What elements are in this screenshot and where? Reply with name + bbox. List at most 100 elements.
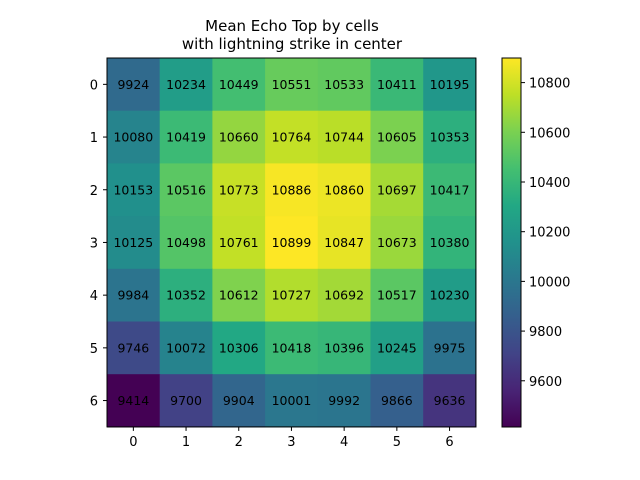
cell-value-label-r0-c0: 9924 [117,77,149,92]
x-axis: 0 1 2 3 4 5 6 [129,426,454,450]
cell-value-label-r2-c0: 10153 [113,182,153,197]
cell-value-label-r4-c2: 10612 [219,288,259,303]
heatmap-cell-r1-c2 [212,110,266,164]
x-tick-label-5: 5 [393,435,401,450]
cell-value-label-r0-c2: 10449 [219,77,259,92]
cell-value-label-r6-c0: 9414 [117,393,149,408]
heatmap-cell-r1-c0 [107,110,161,164]
heatmap-cell-r6-c6 [423,374,477,428]
cell-value-label-r5-c0: 9746 [117,340,149,355]
heatmap-cell-r5-c3 [265,321,319,375]
cell-value-label-r5-c3: 10418 [272,340,312,355]
heatmap-cell-r2-c0 [107,163,161,217]
x-tick-label-2: 2 [235,435,243,450]
cell-value-label-r4-c1: 10352 [166,288,206,303]
cell-value-label-r0-c5: 10411 [377,77,417,92]
cell-value-label-r2-c1: 10516 [166,182,206,197]
chart-title-line1: Mean Echo Top by cells [205,17,379,35]
cell-value-label-r5-c5: 10245 [377,340,417,355]
heatmap-cell-r2-c1 [159,163,213,217]
cell-value-label-r0-c1: 10234 [166,77,206,92]
heatmap-cell-r2-c5 [370,163,424,217]
cell-value-label-r2-c2: 10773 [219,182,259,197]
y-tick-label-6: 6 [90,395,98,410]
cell-value-label-r1-c4: 10744 [324,130,364,145]
heatmap-cell-r5-c4 [317,321,372,375]
x-tick-label-1: 1 [182,435,190,450]
cell-value-label-r2-c4: 10860 [324,182,364,197]
heatmap-cell-r6-c4 [317,374,372,428]
cell-value-label-r6-c5: 9866 [381,393,413,408]
heatmap-cell-r5-c6 [423,321,477,375]
cell-value-label-r2-c3: 10886 [272,182,312,197]
heatmap-cell-r6-c3 [265,374,319,428]
heatmap-cell-r4-c2 [212,268,266,323]
heatmap-cell-r3-c6 [423,216,477,270]
cell-value-label-r1-c2: 10660 [219,130,259,145]
heatmap-cell-r4-c0 [107,268,161,323]
heatmap-cells [107,58,477,428]
colorbar-tick-label-1: 9800 [529,325,562,340]
colorbar-tick-label-3: 10200 [529,226,570,241]
cell-value-label-r1-c0: 10080 [113,130,153,145]
colorbar [501,57,522,428]
x-tick-label-3: 3 [287,435,295,450]
heatmap-cell-r0-c6 [423,58,477,112]
heatmap-cell-r0-c3 [265,58,319,112]
cell-value-label-r6-c3: 10001 [272,393,312,408]
cell-value-label-r1-c1: 10419 [166,130,206,145]
heatmap-cell-r5-c5 [370,321,424,375]
heatmap-cell-r1-c5 [370,110,424,164]
heatmap-cell-r3-c0 [107,216,161,270]
colorbar-tick-label-6: 10800 [529,77,570,92]
cell-value-label-r6-c2: 9904 [223,393,255,408]
cell-value-label-r4-c5: 10517 [377,288,417,303]
heatmap-cell-r5-c0 [107,321,161,375]
heatmap-cell-labels: 9924 10234 10449 10551 10533 10411 10195 10080 1… [113,77,469,408]
colorbar-tick-label-2: 10000 [529,275,570,290]
cell-value-label-r3-c0: 10125 [113,235,153,250]
cell-value-label-r0-c3: 10551 [272,77,312,92]
heatmap-cell-r3-c5 [370,216,424,270]
cell-value-label-r2-c6: 10417 [430,182,470,197]
y-tick-label-0: 0 [90,78,98,93]
heatmap-cell-r1-c6 [423,110,477,164]
cell-value-label-r3-c1: 10498 [166,235,206,250]
heatmap-cell-r3-c4 [317,216,372,270]
cell-value-label-r6-c4: 9992 [328,393,360,408]
x-tick-label-6: 6 [445,435,453,450]
y-tick-label-3: 3 [90,236,98,251]
cell-value-label-r6-c6: 9636 [434,393,466,408]
cell-value-label-r5-c4: 10396 [324,340,364,355]
heatmap-cell-r4-c5 [370,268,424,323]
cell-value-label-r3-c6: 10380 [430,235,470,250]
y-tick-label-5: 5 [90,342,98,357]
heatmap-cell-r2-c2 [212,163,266,217]
heatmap-cell-r6-c2 [212,374,266,428]
cell-value-label-r4-c0: 9984 [117,288,149,303]
heatmap-cell-r4-c3 [265,268,319,323]
cell-value-label-r5-c2: 10306 [219,340,259,355]
cell-value-label-r0-c6: 10195 [430,77,470,92]
heatmap-cell-r4-c6 [423,268,477,323]
heatmap-cell-r4-c1 [159,268,213,323]
x-tick-label-4: 4 [340,435,348,450]
cell-value-label-r1-c6: 10353 [430,130,470,145]
y-axis: 0 1 2 3 4 5 6 [90,78,107,410]
cell-value-label-r3-c3: 10899 [272,235,312,250]
heatmap-cell-r0-c1 [159,58,213,112]
heatmap-cell-r2-c4 [317,163,372,217]
cell-value-label-r6-c1: 9700 [170,393,202,408]
heatmap-cell-r5-c2 [212,321,266,375]
cell-value-label-r5-c6: 9975 [434,340,466,355]
cell-value-label-r1-c3: 10764 [272,130,312,145]
heatmap-cell-r5-c1 [159,321,213,375]
cell-value-label-r1-c5: 10605 [377,130,417,145]
y-tick-label-2: 2 [90,184,98,199]
chart-title-line2: with lightning strike in center [182,35,403,53]
cell-value-label-r4-c3: 10727 [272,288,312,303]
heatmap-cell-r6-c1 [159,374,213,428]
cell-value-label-r3-c4: 10847 [324,235,364,250]
heatmap-cell-r1-c1 [159,110,213,164]
